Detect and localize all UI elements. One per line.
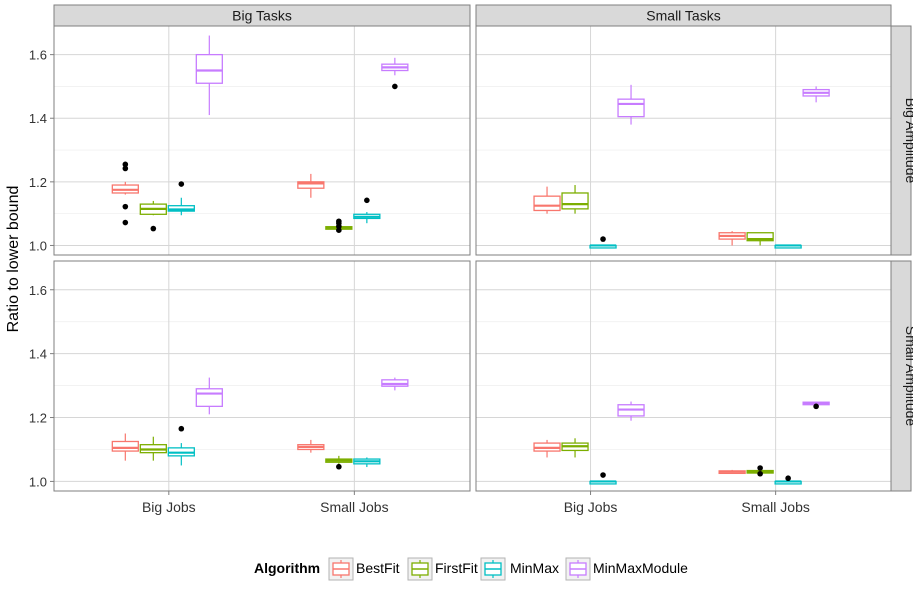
panel-background bbox=[476, 26, 891, 255]
outlier-point bbox=[178, 181, 185, 187]
outlier-point bbox=[757, 470, 763, 477]
outlier-point bbox=[336, 463, 342, 470]
box-firstfit bbox=[139, 436, 167, 461]
outlier-point bbox=[336, 227, 342, 233]
outlier-point bbox=[600, 236, 606, 242]
outlier-point bbox=[122, 219, 129, 226]
outlier-point bbox=[757, 465, 763, 471]
outlier-point bbox=[178, 425, 185, 432]
outlier-point bbox=[392, 83, 398, 90]
x-tick-label: Big Jobs bbox=[564, 499, 618, 515]
box-bestfit bbox=[718, 469, 746, 475]
box-minmaxmodule bbox=[802, 401, 830, 410]
box-firstfit bbox=[746, 232, 774, 246]
outlier-point bbox=[813, 403, 819, 410]
box-firstfit bbox=[561, 185, 589, 214]
box-minmax bbox=[774, 244, 802, 249]
box-firstfit bbox=[325, 218, 353, 233]
box-firstfit bbox=[561, 438, 589, 458]
box-bestfit bbox=[533, 186, 561, 214]
legend-title: Algorithm bbox=[254, 560, 320, 576]
iqr-box bbox=[167, 205, 195, 212]
iqr-box bbox=[561, 192, 589, 210]
box-minmax bbox=[167, 425, 195, 466]
panel-background bbox=[476, 261, 891, 491]
x-tick-label: Small Jobs bbox=[741, 499, 809, 515]
y-tick-label: 1.2 bbox=[29, 175, 47, 190]
legend: Algorithm BestFit FirstFit MinMax MinMaxModu… bbox=[254, 557, 688, 581]
outlier-point bbox=[122, 165, 129, 172]
y-tick-label: 1.0 bbox=[29, 238, 47, 253]
box-minmax bbox=[589, 236, 617, 249]
facet-strip-top bbox=[475, 4, 892, 27]
y-tick-label: 1.2 bbox=[29, 411, 47, 426]
box-bestfit bbox=[111, 433, 139, 461]
y-axis-label: Ratio to lower bound bbox=[5, 186, 22, 333]
outlier-point bbox=[364, 197, 370, 204]
box-minmax bbox=[774, 475, 802, 485]
facet-strip-right bbox=[890, 25, 912, 256]
outlier-point bbox=[122, 203, 129, 210]
facet-label-row: Big Amplitude bbox=[903, 98, 913, 184]
box-minmaxmodule bbox=[195, 35, 223, 116]
facet-label-column: Big Tasks bbox=[232, 8, 292, 24]
box-bestfit bbox=[111, 161, 139, 226]
iqr-box bbox=[111, 440, 139, 452]
legend-key-minmaxmodule bbox=[565, 557, 591, 581]
panel-border bbox=[53, 260, 471, 492]
y-tick-label: 1.6 bbox=[29, 283, 47, 298]
outlier-point bbox=[600, 472, 606, 478]
box-firstfit bbox=[325, 455, 353, 470]
facet-label-column: Small Tasks bbox=[646, 8, 720, 24]
legend-label: MinMaxModule bbox=[593, 560, 688, 576]
outlier-point bbox=[785, 475, 791, 482]
x-tick-label: Small Jobs bbox=[320, 499, 388, 515]
box-minmax bbox=[353, 457, 381, 468]
box-bestfit bbox=[533, 439, 561, 458]
legend-key-bestfit bbox=[328, 557, 354, 581]
panel-background bbox=[54, 26, 470, 255]
box-minmaxmodule bbox=[381, 377, 409, 391]
y-tick-label: 1.4 bbox=[29, 111, 47, 126]
legend-key-firstfit bbox=[407, 557, 433, 581]
box-bestfit bbox=[297, 173, 325, 198]
facet-strip-right bbox=[890, 260, 912, 492]
facet-label-row: Small Amplitude bbox=[903, 326, 913, 427]
legend-label: MinMax bbox=[510, 560, 559, 576]
y-tick-label: 1.4 bbox=[29, 347, 47, 362]
box-minmaxmodule bbox=[195, 377, 223, 415]
box-minmaxmodule bbox=[802, 86, 830, 103]
box-firstfit bbox=[139, 200, 167, 232]
facet-strip-top bbox=[53, 4, 471, 27]
y-tick-label: 1.0 bbox=[29, 474, 47, 489]
iqr-box bbox=[195, 388, 223, 407]
iqr-box bbox=[297, 181, 325, 189]
box-bestfit bbox=[297, 439, 325, 453]
box-minmax bbox=[167, 181, 195, 216]
iqr-box bbox=[195, 53, 223, 84]
box-minmaxmodule bbox=[617, 84, 645, 125]
iqr-box bbox=[617, 98, 645, 118]
y-tick-label: 1.6 bbox=[29, 48, 47, 63]
iqr-box bbox=[533, 195, 561, 212]
iqr-box bbox=[746, 232, 774, 242]
box-minmax bbox=[353, 197, 381, 224]
panel-background bbox=[54, 261, 470, 491]
legend-label: FirstFit bbox=[435, 560, 478, 576]
legend-key-minmax bbox=[480, 557, 506, 581]
legend-label: BestFit bbox=[356, 560, 400, 576]
outlier-point bbox=[150, 225, 157, 232]
box-minmaxmodule bbox=[381, 57, 409, 90]
box-minmaxmodule bbox=[617, 401, 645, 421]
outlier-point bbox=[122, 161, 129, 168]
box-firstfit bbox=[746, 465, 774, 477]
box-minmax bbox=[589, 472, 617, 485]
box-bestfit bbox=[718, 231, 746, 246]
x-tick-label: Big Jobs bbox=[142, 499, 196, 515]
